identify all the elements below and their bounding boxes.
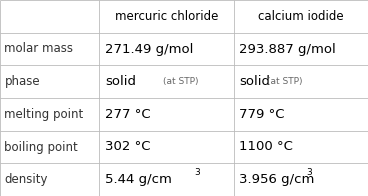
Text: solid: solid: [105, 75, 136, 88]
Text: (at STP): (at STP): [163, 77, 198, 86]
Text: 277 °C: 277 °C: [105, 108, 151, 121]
Text: 779 °C: 779 °C: [239, 108, 285, 121]
Text: density: density: [4, 173, 48, 186]
Text: mercuric chloride: mercuric chloride: [115, 10, 218, 23]
Text: molar mass: molar mass: [4, 43, 73, 55]
Text: 3: 3: [307, 168, 312, 177]
Text: 271.49 g/mol: 271.49 g/mol: [105, 43, 193, 55]
Text: 3.956 g/cm: 3.956 g/cm: [239, 173, 315, 186]
Text: phase: phase: [4, 75, 40, 88]
Text: 302 °C: 302 °C: [105, 141, 151, 153]
Text: 3: 3: [194, 168, 200, 177]
Text: calcium iodide: calcium iodide: [258, 10, 344, 23]
Text: boiling point: boiling point: [4, 141, 78, 153]
Text: (at STP): (at STP): [267, 77, 302, 86]
Text: solid: solid: [239, 75, 270, 88]
Text: 1100 °C: 1100 °C: [239, 141, 293, 153]
Text: melting point: melting point: [4, 108, 84, 121]
Text: 293.887 g/mol: 293.887 g/mol: [239, 43, 336, 55]
Text: 5.44 g/cm: 5.44 g/cm: [105, 173, 172, 186]
